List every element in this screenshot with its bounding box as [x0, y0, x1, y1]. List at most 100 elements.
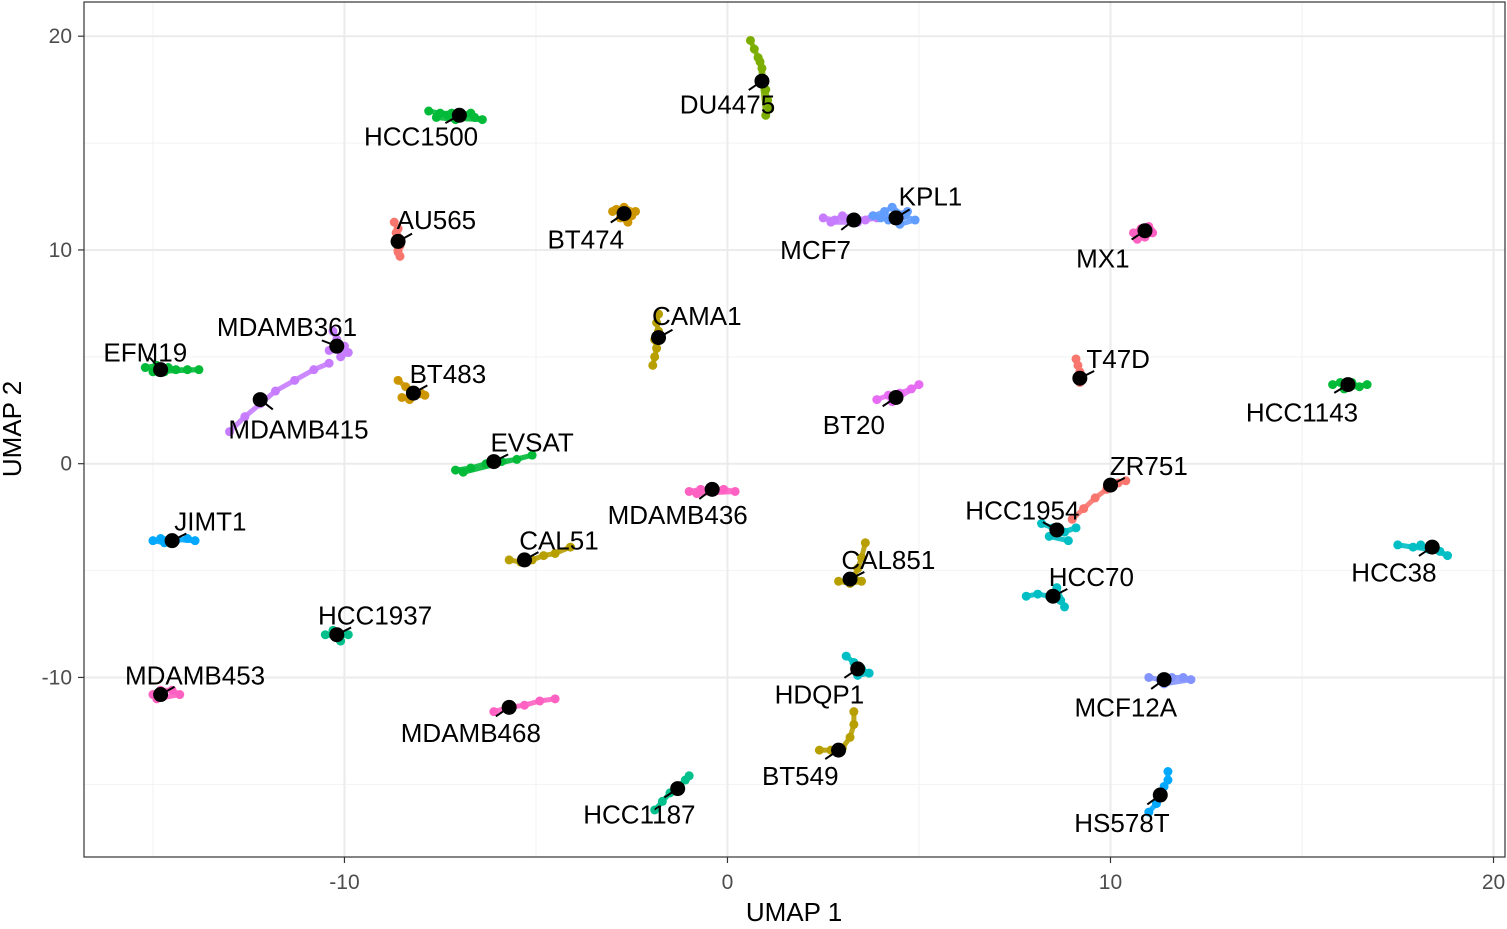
centroid-point — [754, 73, 770, 89]
y-tick-label: 0 — [60, 453, 72, 476]
data-point — [519, 700, 529, 710]
data-point — [309, 365, 319, 375]
data-point — [857, 553, 867, 563]
data-point — [684, 771, 694, 781]
data-point — [1328, 380, 1338, 390]
centroid-point — [451, 107, 467, 123]
data-point — [535, 696, 545, 706]
data-point — [834, 576, 844, 586]
cell-line-label: BT20 — [823, 410, 885, 440]
data-point — [1067, 514, 1077, 524]
data-point — [240, 412, 250, 422]
data-point — [1144, 672, 1154, 682]
data-point — [290, 375, 300, 385]
cell-line-label: CAL51 — [519, 526, 599, 556]
data-point — [320, 630, 330, 640]
data-point — [814, 745, 824, 755]
data-point — [148, 536, 158, 546]
cell-line-label: HS578T — [1074, 808, 1169, 838]
panel-background — [84, 2, 1505, 857]
data-point — [761, 110, 771, 120]
data-point — [504, 555, 514, 565]
data-point — [140, 363, 150, 373]
data-point — [1393, 540, 1403, 550]
centroid-point — [486, 454, 502, 470]
data-point — [650, 352, 660, 362]
cell-line-label: HCC1954 — [965, 496, 1079, 526]
data-point — [853, 563, 863, 573]
centroid-point — [888, 210, 904, 226]
data-point — [719, 484, 729, 494]
data-point — [872, 395, 882, 405]
cell-line-label: KPL1 — [899, 182, 963, 212]
data-point — [182, 365, 192, 375]
cell-line-label: HCC1187 — [583, 799, 695, 829]
data-point — [397, 392, 407, 402]
data-point — [190, 536, 200, 546]
data-point — [914, 380, 924, 390]
centroid-point — [1045, 588, 1061, 604]
data-point — [565, 542, 575, 552]
data-point — [1021, 591, 1031, 601]
data-point — [1408, 542, 1418, 552]
cell-line-label: MCF7 — [780, 235, 851, 265]
data-point — [910, 215, 920, 225]
cell-line-label: MDAMB436 — [608, 500, 748, 530]
cell-line-label: CAL851 — [841, 545, 935, 575]
data-point — [1090, 493, 1100, 503]
centroid-point — [651, 330, 667, 346]
centroid-point — [516, 552, 532, 568]
x-tick-label: 0 — [722, 871, 734, 894]
cell-line-label: MX1 — [1076, 244, 1129, 274]
centroid-point — [1102, 477, 1118, 493]
data-point — [1079, 504, 1089, 514]
centroid-point — [670, 781, 686, 797]
data-point — [489, 707, 499, 717]
data-point — [424, 106, 434, 116]
axes: -10 0 10 20 -10 0 10 20 — [42, 25, 1506, 894]
data-point — [1163, 775, 1173, 785]
data-point — [906, 384, 916, 394]
data-point — [1443, 551, 1453, 561]
data-point — [431, 112, 441, 122]
cell-line-label: HCC1143 — [1246, 397, 1358, 427]
cell-line-label: HCC70 — [1049, 562, 1134, 592]
data-point — [466, 108, 476, 118]
data-point — [860, 215, 870, 225]
data-point — [1178, 672, 1188, 682]
data-point — [648, 360, 658, 370]
data-point — [864, 668, 874, 678]
x-axis-title: UMAP 1 — [746, 897, 842, 924]
centroid-point — [704, 481, 720, 497]
data-point — [1071, 523, 1081, 533]
centroid-point — [888, 389, 904, 405]
cell-line-label: BT474 — [547, 224, 624, 254]
data-point — [684, 486, 694, 496]
data-point — [182, 534, 192, 544]
y-tick-label: 20 — [49, 25, 72, 48]
centroid-point — [390, 233, 406, 249]
data-point — [271, 386, 281, 396]
data-point — [652, 343, 662, 353]
data-point — [343, 630, 353, 640]
y-axis-title: UMAP 2 — [0, 381, 27, 477]
cell-line-label: AU565 — [397, 205, 477, 235]
centroid-point — [329, 627, 345, 643]
cell-line-label: EVSAT — [490, 427, 573, 457]
data-point — [1362, 380, 1372, 390]
data-point — [539, 551, 549, 561]
cell-line-label: BT549 — [762, 761, 839, 791]
y-tick-label: -10 — [42, 666, 72, 689]
data-point — [745, 35, 755, 45]
data-point — [654, 309, 664, 319]
data-point — [458, 467, 468, 477]
data-point — [849, 707, 859, 717]
centroid-point — [329, 338, 345, 354]
data-point — [652, 318, 662, 328]
cell-line-label: MDAMB415 — [228, 415, 368, 445]
centroid-point — [1137, 223, 1153, 239]
data-point — [194, 365, 204, 375]
data-point — [857, 576, 867, 586]
y-tick-label: 10 — [49, 239, 72, 262]
